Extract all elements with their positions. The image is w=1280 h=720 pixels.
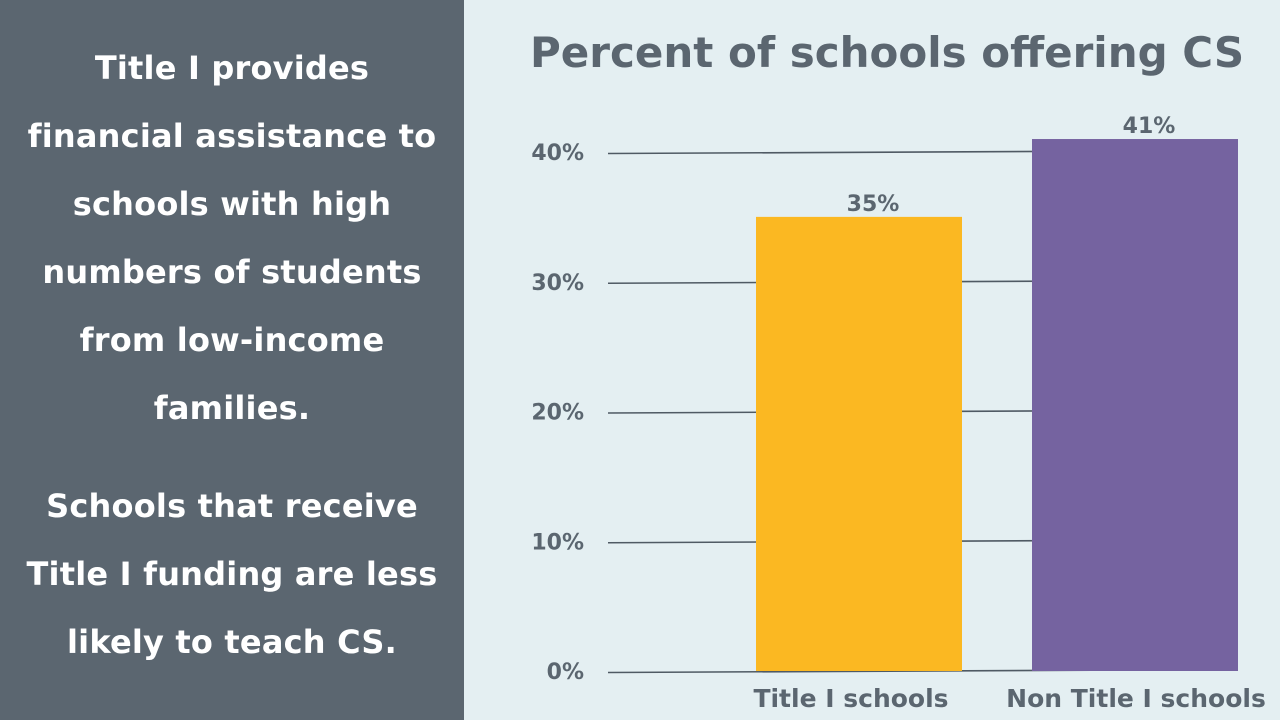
bars bbox=[756, 139, 1238, 671]
chart-title: Percent of schools offering CS bbox=[530, 28, 1245, 77]
y-tick-label: 10% bbox=[531, 530, 584, 555]
category-label: Non Title I schools bbox=[1006, 684, 1266, 713]
title-i-description: Title I provides financial assistance to… bbox=[27, 49, 437, 427]
y-tick-label: 20% bbox=[531, 401, 584, 426]
chart-labels: 0% 10% 20% 30% 40% 35% Title I schools 41% Non T… bbox=[531, 114, 1266, 713]
bar-title-i bbox=[756, 216, 962, 671]
title-i-conclusion: Schools that receive Title I funding are… bbox=[26, 487, 438, 661]
data-label: 35% bbox=[847, 192, 900, 217]
y-tick-label: 30% bbox=[531, 271, 584, 296]
bar-non-title-i bbox=[1032, 139, 1238, 671]
y-tick-label: 40% bbox=[531, 141, 584, 166]
y-tick-label: 0% bbox=[547, 660, 584, 685]
category-label: Title I schools bbox=[753, 684, 948, 713]
left-info-panel: Title I provides financial assistance to… bbox=[0, 0, 464, 720]
data-label: 41% bbox=[1123, 114, 1176, 139]
